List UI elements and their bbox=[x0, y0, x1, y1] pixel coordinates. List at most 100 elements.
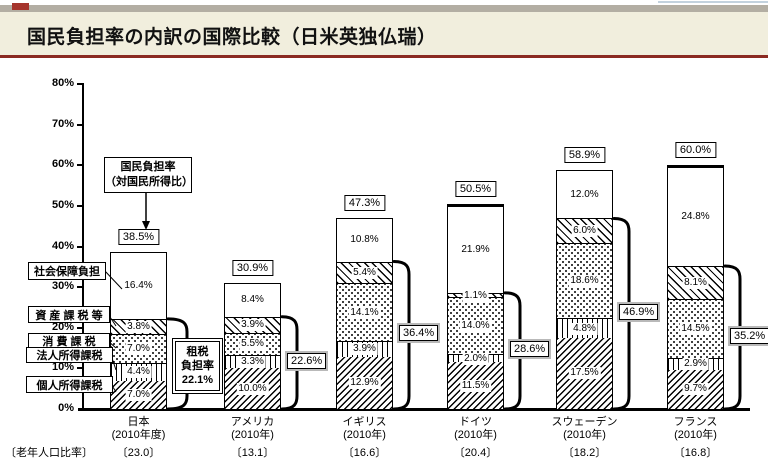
bar-イギリス: 12.9% 3.9% 14.1% 5.4% 10.8% bbox=[336, 217, 393, 410]
segment-value-label: 11.5% bbox=[459, 379, 492, 392]
y-tick-label: 80% bbox=[51, 77, 74, 89]
segment-value-label: 6.0% bbox=[571, 225, 598, 238]
total-label-アメリカ: 30.9% bbox=[231, 259, 274, 276]
bar-segment-社会保障負担: 12.0% bbox=[557, 169, 612, 219]
y-tick-mark bbox=[77, 164, 82, 167]
total-label-日本: 38.5% bbox=[117, 229, 160, 246]
segment-value-label: 2.0% bbox=[462, 352, 489, 365]
y-tick-label: 0% bbox=[58, 402, 74, 414]
segment-value-label: 14.0% bbox=[459, 320, 492, 333]
bar-アメリカ: 10.0% 3.3% 5.5% 3.9% 8.4% bbox=[224, 282, 281, 410]
bar-segment-消費課税: 5.5% bbox=[225, 332, 280, 355]
bar-フランス: 9.7% 2.9% 14.5% 8.1% 24.8% bbox=[667, 165, 724, 410]
bar-segment-消費課税: 14.1% bbox=[337, 283, 392, 341]
segment-value-label: 9.7% bbox=[682, 383, 709, 396]
bar-segment-消費課税: 14.0% bbox=[448, 297, 503, 355]
segment-value-label: 12.9% bbox=[348, 376, 381, 389]
segment-value-label: 24.8% bbox=[679, 211, 712, 224]
segment-value-label: 3.8% bbox=[125, 321, 152, 334]
legend-法人所得課税: 法人所得課税 bbox=[26, 347, 113, 363]
segment-value-label: 1.1% bbox=[462, 289, 489, 302]
window-top-strip bbox=[0, 0, 768, 6]
x-axis bbox=[78, 408, 750, 411]
y-tick-mark bbox=[77, 326, 82, 329]
bar-segment-社会保障負担: 10.8% bbox=[337, 217, 392, 262]
segment-value-label: 3.9% bbox=[351, 343, 378, 356]
bar-segment-法人所得課税: 2.0% bbox=[448, 352, 503, 365]
bar-segment-個人所得課税: 9.7% bbox=[668, 369, 723, 409]
legend-社会保障負担: 社会保障負担 bbox=[28, 262, 106, 280]
tax-burden-label-ドイツ: 28.6% bbox=[510, 340, 550, 357]
segment-value-label: 21.9% bbox=[459, 243, 492, 256]
window-gray-bar bbox=[0, 5, 768, 12]
bar-segment-個人所得課税: 11.5% bbox=[448, 362, 503, 409]
bar-segment-資産課税等: 8.1% bbox=[668, 266, 723, 299]
y-tick-mark bbox=[77, 245, 82, 248]
bar-segment-社会保障負担: 24.8% bbox=[668, 165, 723, 266]
total-label-ドイツ: 50.5% bbox=[454, 180, 497, 197]
total-label-フランス: 60.0% bbox=[674, 142, 717, 159]
tax-burden-label-スウェーデン: 46.9% bbox=[619, 303, 659, 320]
y-tick-label: 60% bbox=[51, 158, 74, 171]
y-tick-label: 20% bbox=[51, 320, 74, 333]
segment-value-label: 4.8% bbox=[571, 322, 598, 335]
bar-segment-法人所得課税: 4.4% bbox=[111, 362, 166, 381]
bar-segment-社会保障負担: 21.9% bbox=[448, 203, 503, 293]
bar-segment-法人所得課税: 2.9% bbox=[668, 357, 723, 371]
legend-個人所得課税: 個人所得課税 bbox=[26, 376, 113, 393]
segment-value-label: 10.0% bbox=[236, 382, 269, 395]
segment-value-label: 8.4% bbox=[239, 294, 266, 307]
country-label-アメリカ: アメリカ (2010年) bbox=[230, 416, 275, 441]
legend-資産課税等: 資 産 課 税 等 bbox=[28, 306, 110, 323]
y-tick-mark bbox=[77, 204, 82, 207]
y-tick-mark bbox=[77, 123, 82, 126]
segment-value-label: 8.1% bbox=[682, 276, 709, 289]
y-tick-mark bbox=[77, 367, 82, 370]
y-tick-label: 40% bbox=[51, 239, 74, 252]
japan-tax-burden-box: 租税 負担率 22.1% bbox=[172, 338, 223, 394]
segment-value-label: 2.9% bbox=[682, 358, 709, 371]
bar-segment-個人所得課税: 7.0% bbox=[111, 380, 166, 409]
bar-segment-法人所得課税: 3.3% bbox=[225, 354, 280, 369]
segment-value-label: 16.4% bbox=[122, 280, 155, 292]
y-tick-label: 30% bbox=[51, 280, 74, 293]
page-title: 国民負担率の内訳の国際比較（日米英独仏瑞） bbox=[27, 27, 437, 48]
country-label-イギリス: イギリス (2010年) bbox=[342, 416, 387, 441]
bar-segment-消費課税: 18.6% bbox=[557, 242, 612, 319]
bar-日本: 7.0% 4.4% 7.0% 3.8% 16.4% bbox=[110, 252, 167, 410]
total-label-スウェーデン: 58.9% bbox=[563, 146, 606, 163]
bar-segment-資産課税等: 3.8% bbox=[111, 318, 166, 335]
window-edge-line bbox=[658, 1, 768, 3]
elderly-ratio-フランス: 〔16.8〕 bbox=[673, 447, 718, 459]
bar-segment-消費課税: 7.0% bbox=[111, 334, 166, 363]
bar-segment-資産課税等: 1.1% bbox=[448, 289, 503, 302]
bar-segment-社会保障負担: 16.4% bbox=[111, 252, 166, 319]
segment-value-label: 18.6% bbox=[568, 275, 601, 288]
segment-value-label: 12.0% bbox=[568, 188, 601, 201]
y-tick-mark bbox=[77, 83, 82, 85]
bar-segment-個人所得課税: 12.9% bbox=[337, 356, 392, 409]
national-burden-annotation: 国民負担率 （対国民所得比） bbox=[104, 157, 193, 193]
y-tick-label: 70% bbox=[51, 117, 74, 130]
bar-ドイツ: 11.5% 2.0% 14.0% 1.1% 21.9% bbox=[447, 203, 504, 410]
bar-segment-個人所得課税: 10.0% bbox=[225, 368, 280, 409]
country-label-ドイツ: ドイツ (2010年) bbox=[454, 416, 497, 441]
country-label-スウェーデン: スウェーデン (2010年) bbox=[551, 416, 618, 441]
segment-value-label: 5.4% bbox=[351, 267, 378, 279]
bar-segment-資産課税等: 5.4% bbox=[337, 261, 392, 284]
segment-value-label: 3.9% bbox=[239, 319, 266, 332]
bar-segment-個人所得課税: 17.5% bbox=[557, 337, 612, 409]
page-header: 国民負担率の内訳の国際比較（日米英独仏瑞） bbox=[0, 12, 768, 58]
segment-value-label: 14.5% bbox=[679, 322, 712, 335]
bar-スウェーデン: 17.5% 4.8% 18.6% 6.0% 12.0% bbox=[556, 169, 613, 410]
y-tick-label: 10% bbox=[51, 361, 74, 374]
segment-value-label: 10.8% bbox=[348, 234, 381, 247]
bar-segment-資産課税等: 6.0% bbox=[557, 218, 612, 243]
elderly-ratio-日本: 〔23.0〕 bbox=[116, 447, 161, 459]
tax-burden-label-フランス: 35.2% bbox=[730, 327, 768, 344]
segment-value-label: 14.1% bbox=[348, 306, 381, 319]
bar-segment-法人所得課税: 3.9% bbox=[337, 340, 392, 357]
elderly-ratio-アメリカ: 〔13.1〕 bbox=[230, 447, 275, 459]
elderly-ratio-caption: 〔老年人口比率〕 bbox=[5, 447, 93, 459]
